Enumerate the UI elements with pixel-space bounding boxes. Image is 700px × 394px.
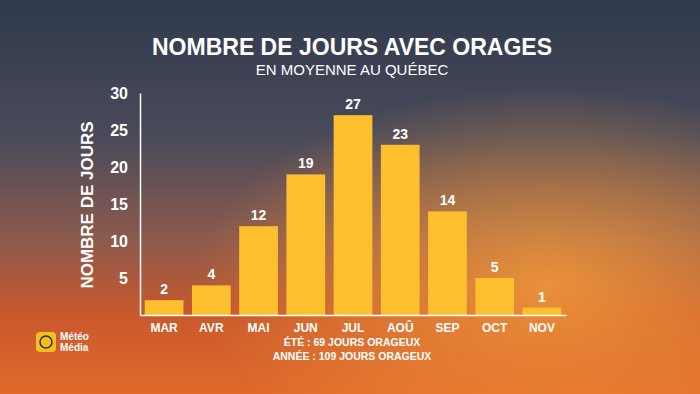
tick: 5 [119, 270, 140, 287]
bar [475, 278, 514, 315]
subtitle: EN MOYENNE AU QUÉBEC [256, 61, 449, 78]
tick: NOV [529, 315, 555, 335]
y-axis-title: NOMBRE DE JOURS [78, 121, 97, 288]
tick-label: AOÛ [387, 320, 414, 335]
tick-label: MAR [150, 321, 178, 335]
data-label: 23 [392, 126, 408, 142]
tick-label: JUN [294, 321, 318, 335]
annotation: ÉTÉ : 69 JOURS ORAGEUX [284, 336, 421, 348]
bar [428, 211, 467, 315]
bar [334, 115, 373, 315]
tick-label: 15 [110, 196, 128, 213]
background [0, 0, 700, 394]
axis-line [140, 94, 142, 316]
tick-label: AVR [199, 321, 224, 335]
tick: 30 [110, 85, 140, 102]
data-label: 27 [345, 96, 361, 112]
title: NOMBRE DE JOURS AVEC ORAGES [152, 34, 552, 60]
tick: AOÛ [387, 315, 414, 335]
data-label: 1 [538, 289, 546, 305]
logo-icon [36, 332, 56, 352]
tick-label: MAI [248, 321, 270, 335]
bar [239, 226, 278, 315]
logo-icon [40, 336, 52, 348]
y-axis: 5 10 15 20 25 30 [110, 85, 140, 316]
logo-text: Média [60, 342, 89, 353]
tick: MAI [248, 315, 270, 335]
bar [286, 174, 325, 315]
data-label: 19 [298, 155, 314, 171]
tick-label: OCT [482, 321, 508, 335]
tick: SEP [435, 315, 459, 335]
chart: 2412192723145151015202530MARAVRMAIJUNJUL… [0, 0, 700, 394]
x-axis: MAR AVR MAI JUN JUL AOÛ SEP OCT NOV [141, 315, 567, 335]
data-labels: 2 4 12 19 27 23 14 5 1 [160, 96, 546, 304]
tick-label: 20 [110, 159, 128, 176]
tick-label: 25 [110, 122, 128, 139]
data-label: 5 [491, 259, 499, 275]
tick: MAR [150, 315, 178, 335]
annotation: ANNÉE : 109 JOURS ORAGEUX [273, 350, 432, 362]
tick-label: 10 [110, 233, 128, 250]
logo-text: Météo [60, 331, 89, 342]
tick: OCT [482, 315, 508, 335]
data-label: 4 [207, 266, 215, 282]
tick: JUN [294, 315, 318, 335]
tick-label: JUL [342, 321, 365, 335]
bars [145, 115, 562, 315]
bar [145, 300, 184, 315]
tick-label: SEP [435, 321, 459, 335]
tick: AVR [199, 315, 224, 335]
data-label: 12 [251, 207, 267, 223]
tick: 20 [110, 159, 140, 176]
axis-line [141, 315, 567, 317]
data-label: 2 [160, 281, 168, 297]
annotations: ÉTÉ : 69 JOURS ORAGEUX ANNÉE : 109 JOURS … [273, 336, 432, 362]
tick-label: 30 [110, 85, 128, 102]
bar [192, 285, 231, 315]
background-glow [0, 0, 700, 394]
tick-label: NOV [529, 321, 555, 335]
logo: MétéoMédia [36, 331, 89, 353]
tick: 15 [110, 196, 140, 213]
tick: 10 [110, 233, 140, 250]
bar [523, 308, 562, 315]
bar [381, 145, 420, 315]
tick: 25 [110, 122, 140, 139]
tick: JUL [342, 315, 365, 335]
data-label: 14 [440, 192, 456, 208]
tick-label: 5 [119, 270, 128, 287]
